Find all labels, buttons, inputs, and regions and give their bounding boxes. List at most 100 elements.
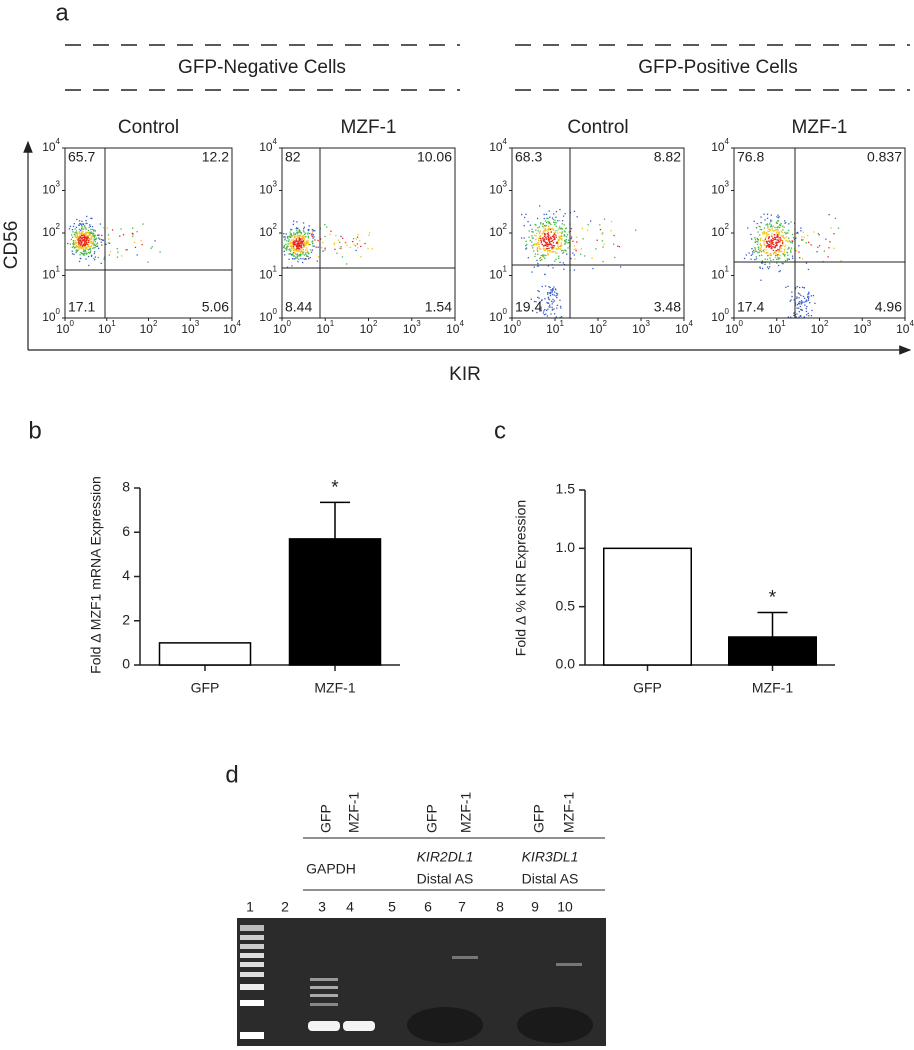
event-dot	[780, 223, 782, 225]
event-dot	[292, 243, 294, 245]
event-dot	[757, 238, 759, 240]
event-dot	[91, 217, 93, 220]
event-dot	[780, 250, 782, 252]
event-dot	[81, 234, 83, 237]
event-dot	[771, 247, 773, 250]
event-dot	[295, 257, 297, 259]
event-dot	[297, 241, 299, 243]
event-dot	[829, 241, 831, 243]
event-dot	[542, 232, 544, 234]
event-dot	[92, 243, 95, 245]
tick-exponent: 2	[153, 319, 158, 328]
event-dot	[92, 238, 95, 240]
event-dot	[86, 243, 89, 246]
event-dot	[548, 238, 550, 240]
event-dot	[543, 235, 546, 238]
event-dot	[79, 236, 81, 239]
event-dot	[568, 231, 570, 233]
event-dot	[286, 237, 289, 239]
event-dot	[760, 222, 762, 224]
event-dot	[77, 244, 79, 246]
event-dot	[796, 297, 798, 300]
x-tick-label: MZF-1	[752, 680, 793, 696]
event-dot	[296, 257, 299, 259]
event-dot	[88, 244, 90, 246]
event-dot	[776, 226, 778, 228]
event-dot	[777, 226, 779, 228]
event-dot	[285, 233, 287, 235]
event-dot	[537, 227, 539, 229]
event-dot	[296, 248, 298, 250]
event-dot	[529, 239, 531, 242]
event-dot	[787, 254, 789, 256]
event-dot	[759, 247, 761, 249]
event-dot	[296, 230, 298, 232]
event-dot	[84, 249, 86, 251]
event-dot	[312, 245, 314, 247]
event-dot	[528, 230, 530, 232]
event-dot	[774, 251, 777, 254]
event-dot	[769, 223, 771, 225]
event-dot	[787, 316, 789, 318]
event-dot	[74, 244, 76, 246]
event-dot	[776, 244, 778, 246]
event-dot	[787, 240, 789, 242]
event-dot	[85, 247, 88, 250]
event-dot	[784, 248, 786, 250]
event-dot	[544, 225, 546, 227]
event-dot	[291, 254, 294, 256]
event-dot	[587, 229, 589, 231]
event-dot	[790, 221, 792, 223]
x-tick-label: 104	[675, 319, 693, 336]
event-dot	[289, 241, 291, 243]
event-dot	[539, 237, 541, 240]
x-tick-label: 100	[503, 319, 521, 336]
event-dot	[553, 238, 555, 241]
event-dot	[540, 248, 542, 250]
event-dot	[802, 258, 804, 260]
event-dot	[296, 242, 299, 244]
event-dot	[769, 257, 771, 259]
event-dot	[782, 240, 784, 242]
event-dot	[550, 292, 552, 295]
tick-base: 10	[503, 322, 517, 336]
event-dot	[781, 245, 783, 247]
event-dot	[549, 250, 551, 252]
event-dot	[329, 233, 331, 236]
event-dot	[556, 229, 559, 232]
event-dot	[355, 238, 357, 240]
event-dot	[81, 220, 83, 222]
event-dot	[812, 294, 815, 297]
event-dot	[541, 299, 543, 301]
event-dot	[540, 239, 542, 241]
event-dot	[750, 233, 752, 236]
event-dot	[613, 234, 615, 237]
event-dot	[550, 313, 552, 315]
event-dot	[790, 316, 792, 318]
event-dot	[84, 235, 86, 237]
event-dot	[296, 252, 299, 255]
event-dot	[117, 251, 119, 253]
y-tick-label: 104	[489, 137, 507, 154]
tick-exponent: 0	[503, 307, 508, 316]
event-dot	[559, 261, 561, 263]
event-dot	[81, 233, 84, 235]
event-dot	[549, 294, 552, 297]
event-dot	[789, 300, 791, 302]
event-dot	[803, 297, 806, 299]
event-dot	[71, 234, 73, 236]
event-dot	[531, 237, 533, 239]
event-dot	[107, 242, 110, 244]
event-dot	[92, 232, 95, 235]
tick-base: 10	[853, 322, 867, 336]
quadrant-percent: 5.06	[202, 299, 229, 315]
event-dot	[81, 237, 83, 239]
event-dot	[541, 259, 543, 261]
event-dot	[88, 251, 90, 254]
event-dot	[72, 243, 74, 245]
quadrant-percent: 8.44	[285, 299, 312, 315]
event-dot	[89, 251, 91, 253]
event-dot	[77, 235, 79, 237]
event-dot	[780, 230, 782, 232]
event-dot	[556, 304, 558, 306]
